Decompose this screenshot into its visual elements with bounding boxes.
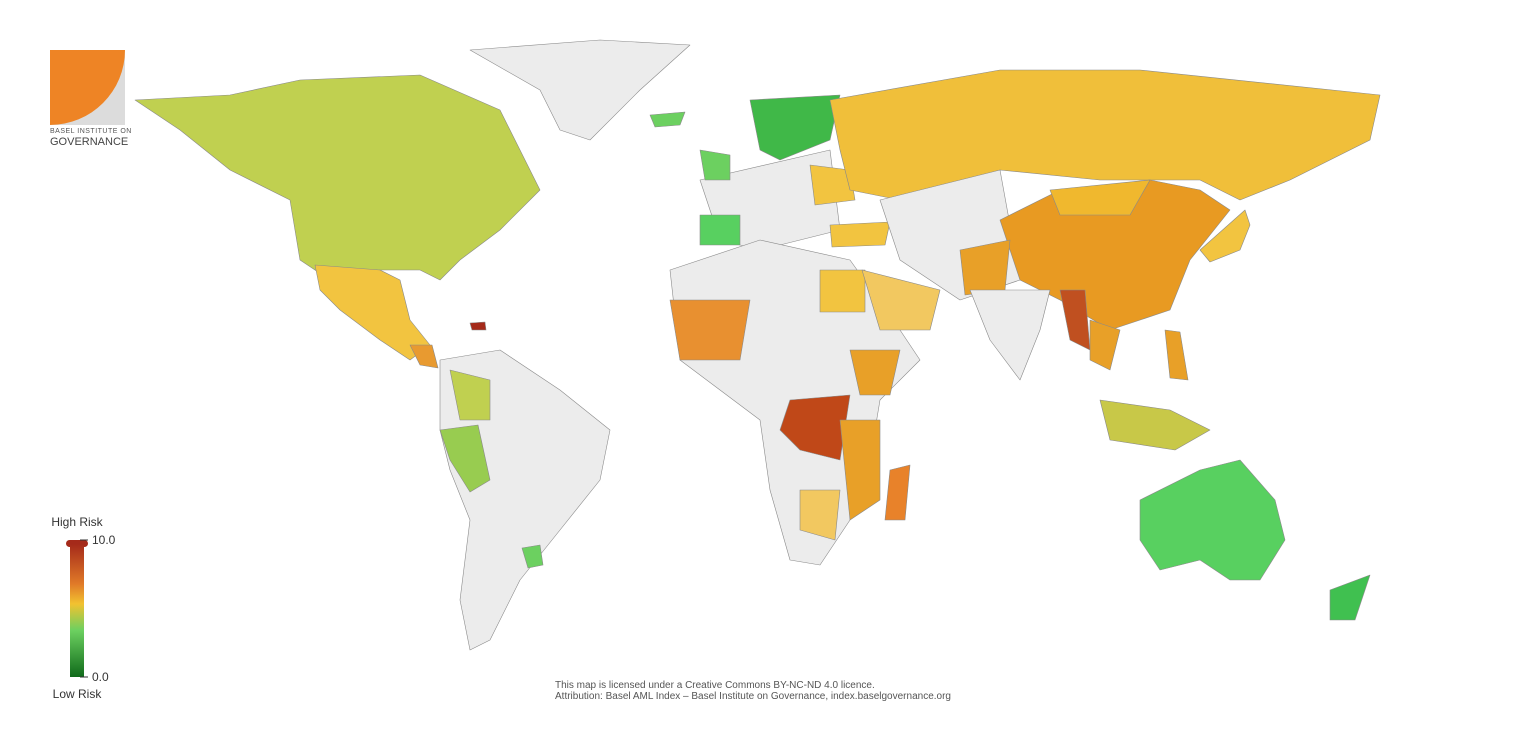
se-asia[interactable]	[1089, 319, 1121, 371]
central-america[interactable]	[409, 344, 439, 369]
east-africa[interactable]	[839, 419, 881, 521]
greenland[interactable]	[469, 39, 691, 141]
legend-tick-label: 0.0	[92, 670, 109, 684]
legend-high-label: High Risk	[51, 515, 103, 529]
egypt[interactable]	[819, 269, 866, 313]
peru[interactable]	[439, 424, 491, 493]
saudi-arabia[interactable]	[861, 269, 941, 331]
south-america[interactable]	[439, 349, 611, 651]
australia[interactable]	[1139, 459, 1286, 581]
legend: High Risk Low Risk 0.0 10.0	[51, 515, 115, 701]
legend-low-label: Low Risk	[53, 687, 103, 701]
madagascar[interactable]	[884, 464, 911, 521]
attribution-text: Attribution: Basel AML Index – Basel Ins…	[555, 691, 951, 702]
north-america[interactable]	[134, 74, 541, 281]
pakistan[interactable]	[959, 239, 1011, 296]
logo-shape	[50, 50, 125, 125]
legend-tick-label: 10.0	[92, 533, 116, 547]
haiti[interactable]	[469, 321, 487, 331]
scandinavia[interactable]	[749, 94, 841, 161]
drc[interactable]	[779, 394, 851, 461]
logo-line2: GOVERNANCE	[50, 136, 128, 148]
logo[interactable]: BASEL INSTITUTE ON GOVERNANCE	[50, 50, 132, 148]
southern-africa[interactable]	[799, 489, 841, 541]
russia[interactable]	[829, 69, 1381, 201]
spain[interactable]	[699, 214, 741, 246]
mongolia[interactable]	[1049, 179, 1151, 216]
colombia[interactable]	[449, 369, 491, 421]
uk[interactable]	[699, 149, 731, 181]
license-text: This map is licensed under a Creative Co…	[555, 680, 875, 691]
myanmar[interactable]	[1059, 289, 1091, 351]
west-africa[interactable]	[669, 299, 751, 361]
eastern-europe[interactable]	[809, 164, 856, 206]
logo-line1: BASEL INSTITUTE ON	[50, 128, 132, 135]
philippines[interactable]	[1164, 329, 1189, 381]
india[interactable]	[969, 289, 1051, 381]
japan[interactable]	[1199, 209, 1251, 263]
uruguay[interactable]	[521, 544, 544, 569]
turkey[interactable]	[829, 221, 891, 248]
iceland[interactable]	[649, 111, 686, 128]
ethiopia[interactable]	[849, 349, 901, 396]
countries	[134, 39, 1381, 651]
new-zealand[interactable]	[1329, 574, 1371, 621]
legend-bar	[70, 544, 84, 677]
indonesia[interactable]	[1099, 399, 1211, 451]
